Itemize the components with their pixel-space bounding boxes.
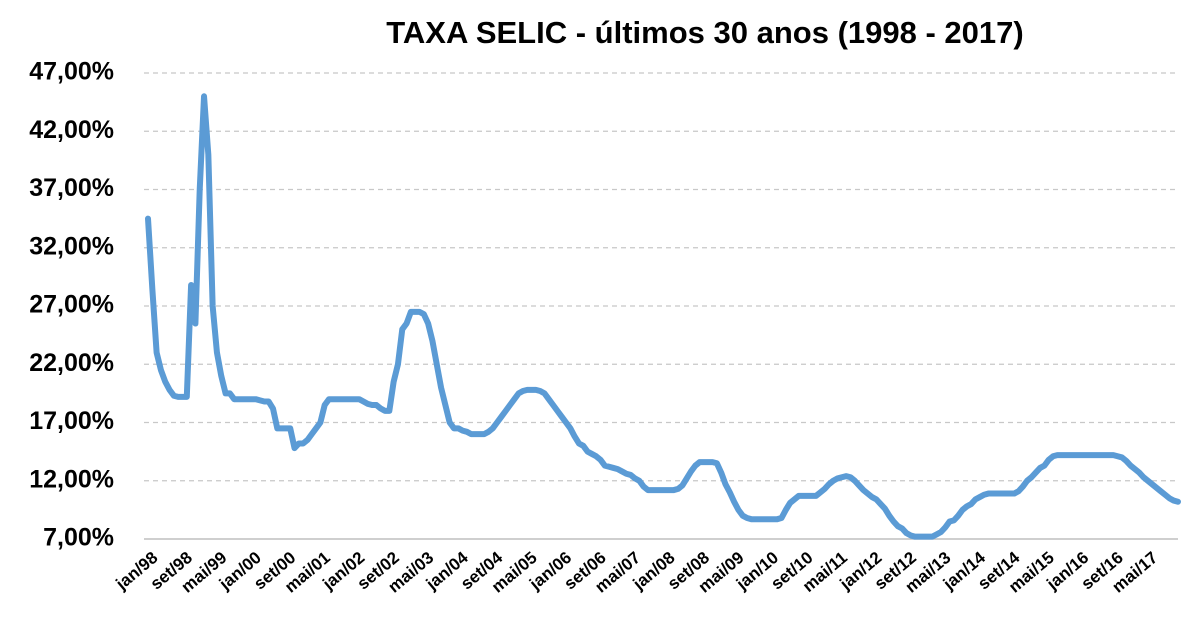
line-series (145, 93, 1181, 540)
y-tick-label: 47,00% (29, 58, 114, 86)
y-tick-label: 42,00% (29, 116, 114, 144)
y-tick-label: 17,00% (29, 407, 114, 435)
y-tick-label: 27,00% (29, 291, 114, 319)
y-tick-label: 22,00% (29, 349, 114, 377)
y-tick-label: 12,00% (29, 465, 114, 493)
chart-title: TAXA SELIC - últimos 30 anos (1998 - 201… (386, 15, 1023, 50)
y-tick-label: 32,00% (29, 232, 114, 260)
y-tick-label: 7,00% (43, 524, 114, 552)
y-tick-label: 37,00% (29, 174, 114, 202)
